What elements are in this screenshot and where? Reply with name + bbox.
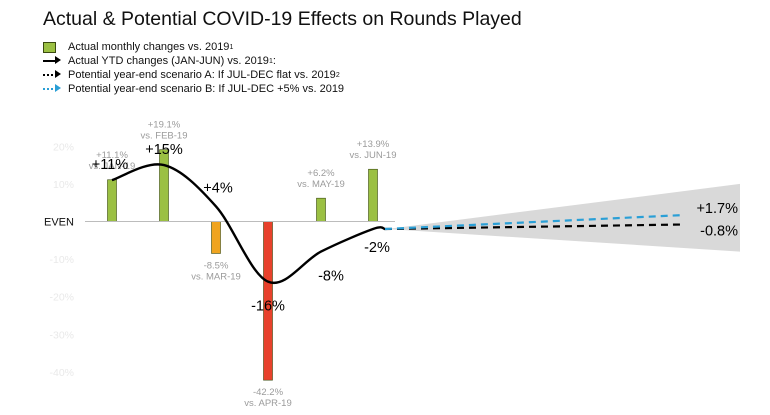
ytd-label: -2%: [364, 240, 390, 256]
y-tick-label: 20%: [53, 141, 74, 153]
y-tick-label: -30%: [49, 329, 74, 341]
legend-item-scenario-a: Potential year-end scenario A: If JUL-DE…: [43, 68, 344, 82]
y-tick-label: -10%: [49, 254, 74, 266]
bar-jun: [368, 168, 378, 222]
bar-jan: [107, 179, 117, 222]
legend-suffix-ytd: :: [272, 55, 276, 67]
bar-vs-label: vs. MAR-19: [191, 271, 241, 282]
legend-item-scenario-b: Potential year-end scenario B: If JUL-DE…: [43, 82, 344, 96]
bar-value-label: -8.5%: [204, 260, 229, 271]
bar-vs-label: vs. JUN-19: [350, 150, 397, 161]
legend-label-monthly: Actual monthly changes vs. 2019: [68, 41, 230, 53]
legend-label-ytd: Actual YTD changes (JAN-JUN) vs. 2019: [68, 55, 269, 67]
ytd-label: +4%: [203, 180, 233, 196]
legend-footnote-ytd: 1: [268, 57, 273, 65]
ytd-label: -8%: [318, 269, 344, 285]
legend-item-monthly: Actual monthly changes vs. 2019 1: [43, 40, 344, 54]
bar-vs-label: vs. APR-19: [244, 398, 292, 409]
bar-value-label: +13.9%: [357, 139, 390, 150]
chart-legend: Actual monthly changes vs. 2019 1 Actual …: [43, 40, 344, 96]
legend-bar-swatch: [43, 41, 61, 53]
legend-footnote-monthly: 1: [229, 43, 234, 51]
y-tick-label: -20%: [49, 292, 74, 304]
scenario-b-line: [384, 214, 683, 231]
y-tick-label: -40%: [49, 367, 74, 379]
ytd-label: -16%: [251, 299, 285, 315]
bar-mar: [211, 221, 221, 254]
scenario-a-line: [384, 223, 683, 231]
y-tick-label: 10%: [53, 179, 74, 191]
chart-title: Actual & Potential COVID-19 Effects on R…: [43, 8, 522, 30]
legend-footnote-scenario-a: 2: [335, 71, 340, 79]
legend-item-ytd: Actual YTD changes (JAN-JUN) vs. 2019 1:: [43, 54, 344, 68]
projection-cone: [387, 183, 740, 252]
bar-value-label: +19.1%: [148, 120, 181, 131]
bar-value-label: +11.1%: [96, 150, 128, 161]
ytd-label: +11%: [92, 157, 129, 173]
legend-label-scenario-b: Potential year-end scenario B: If JUL-DE…: [68, 83, 345, 95]
bar-feb: [159, 149, 169, 222]
bar-vs-label: vs. JAN-19: [89, 161, 135, 172]
legend-solid-arrow-swatch: [43, 55, 61, 67]
bar-value-label: -42.2%: [253, 387, 284, 398]
bar-may: [316, 197, 326, 222]
legend-dashed-black-swatch: [43, 69, 61, 81]
scenario-a-end-label: -0.8%: [700, 224, 738, 240]
ytd-line: [111, 163, 386, 285]
bar-value-label: +6.2%: [307, 168, 335, 179]
legend-label-scenario-a: Potential year-end scenario A: If JUL-DE…: [68, 69, 336, 81]
bar-vs-label: vs. MAY-19: [297, 179, 345, 190]
legend-dashed-blue-swatch: [43, 83, 61, 95]
y-tick-label-even: EVEN: [44, 217, 74, 229]
scenario-b-end-label: +1.7%: [696, 201, 738, 217]
ytd-label: +15%: [145, 142, 183, 158]
bar-vs-label: vs. FEB-19: [141, 131, 188, 142]
